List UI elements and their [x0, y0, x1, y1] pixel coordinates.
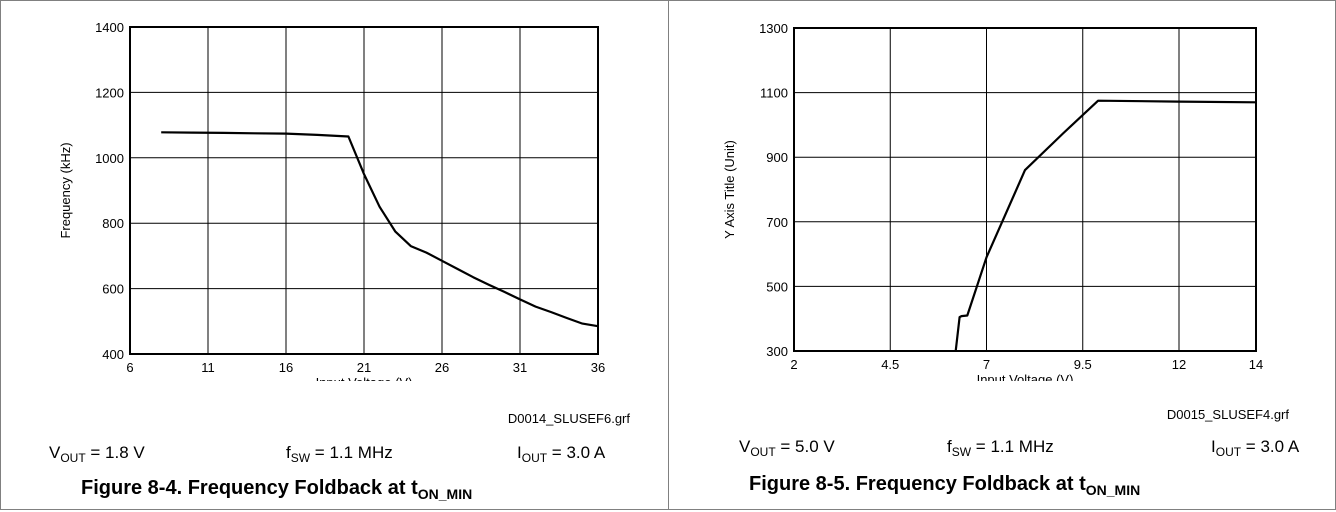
condition-vout: VOUT = 5.0 V: [739, 437, 835, 459]
figure-caption: Figure 8-5. Frequency Foldback at tON_MI…: [749, 473, 1141, 498]
y-tick-label: 800: [102, 216, 124, 231]
y-tick-label: 1300: [759, 21, 788, 36]
y-tick-label: 900: [766, 150, 788, 165]
x-tick-label: 14: [1249, 357, 1263, 372]
figure-caption: Figure 8-4. Frequency Foldback at tON_MI…: [81, 477, 473, 502]
x-tick-label: 12: [1172, 357, 1186, 372]
figure-8-5-panel: 2 4.5 7 9.5 12 14 300 500 700 900 1100 1300 Input Vo…: [668, 0, 1336, 510]
y-tick-label: 700: [766, 215, 788, 230]
frequency-foldback-chart-2: 2 4.5 7 9.5 12 14 300 500 700 900 1100 1300 Input Vo…: [722, 21, 1263, 381]
x-tick-label: 4.5: [881, 357, 899, 372]
x-tick-label: 36: [591, 360, 605, 375]
x-tick-label: 31: [513, 360, 527, 375]
series-line: [161, 131, 599, 328]
file-label: D0014_SLUSEF6.grf: [507, 411, 630, 426]
condition-fsw: fSW = 1.1 MHz: [286, 443, 393, 465]
x-tick-label: 26: [435, 360, 449, 375]
condition-fsw: fSW = 1.1 MHz: [947, 437, 1054, 459]
y-tick-label: 1200: [95, 85, 124, 100]
x-tick-label: 6: [126, 360, 133, 375]
x-tick-label: 11: [201, 360, 215, 375]
x-tick-label: 9.5: [1074, 357, 1092, 372]
condition-vout: VOUT = 1.8 V: [49, 443, 145, 465]
condition-iout: IOUT = 3.0 A: [517, 443, 606, 465]
frequency-foldback-chart-1: 6 11 16 21 26 31 36 400 600 800 1000 1200 1400 Input …: [58, 20, 605, 381]
x-tick-label: 21: [357, 360, 371, 375]
plot-frame: [793, 27, 1257, 352]
x-tick-label: 7: [983, 357, 990, 372]
figure-8-4-panel: 6 11 16 21 26 31 36 400 600 800 1000 1200 1400 Input …: [0, 0, 669, 510]
x-tick-label: 2: [790, 357, 797, 372]
y-axis-title: Y Axis Title (Unit): [722, 140, 737, 239]
condition-iout: IOUT = 3.0 A: [1211, 437, 1300, 459]
y-tick-label: 1000: [95, 151, 124, 166]
y-tick-label: 1100: [760, 86, 788, 101]
plot-frame: [129, 26, 599, 355]
file-label: D0015_SLUSEF4.grf: [1166, 407, 1289, 422]
y-tick-label: 1400: [95, 20, 124, 35]
y-axis-title: Frequency (kHz): [58, 142, 73, 238]
series-line: [954, 99, 1257, 352]
x-axis-title: Input Voltage (V): [977, 372, 1074, 381]
y-tick-label: 600: [102, 282, 124, 297]
y-tick-label: 400: [102, 347, 124, 362]
x-tick-label: 16: [279, 360, 293, 375]
y-tick-label: 300: [766, 344, 788, 359]
y-tick-label: 500: [766, 279, 788, 294]
x-axis-title: Input Voltage (V): [316, 375, 413, 381]
